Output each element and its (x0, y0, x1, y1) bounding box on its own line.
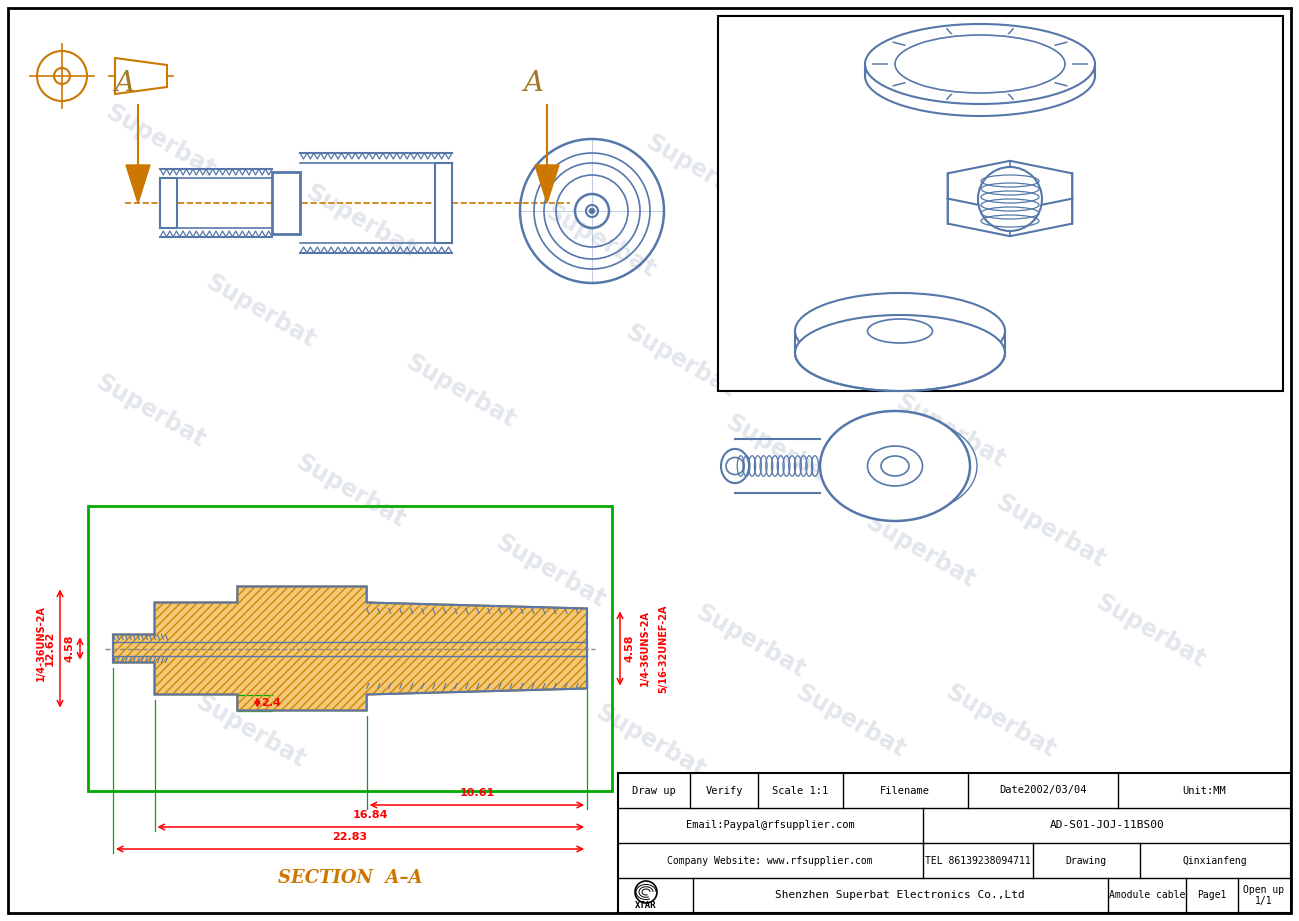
Text: Superbat: Superbat (691, 600, 809, 682)
Text: A: A (114, 70, 134, 97)
Ellipse shape (868, 319, 933, 343)
Text: XTAR: XTAR (635, 901, 657, 910)
Polygon shape (126, 165, 149, 203)
Ellipse shape (865, 24, 1095, 104)
Text: Superbat: Superbat (201, 270, 320, 352)
Ellipse shape (833, 415, 973, 517)
Bar (160, 178, 177, 228)
Text: Superbat: Superbat (91, 370, 209, 452)
Text: Unit:MM: Unit:MM (1182, 786, 1226, 796)
Circle shape (978, 167, 1042, 231)
Text: Superbat: Superbat (391, 610, 509, 692)
Text: Scale 1:1: Scale 1:1 (772, 786, 829, 796)
Text: 4.58: 4.58 (625, 635, 635, 662)
Ellipse shape (795, 315, 1005, 391)
Text: Superbat: Superbat (721, 410, 839, 492)
Text: Superbat: Superbat (591, 700, 709, 782)
Text: Superbat: Superbat (491, 530, 609, 612)
Text: TEL 86139238094711: TEL 86139238094711 (925, 856, 1031, 866)
Text: Amodule cable: Amodule cable (1109, 891, 1185, 901)
Ellipse shape (795, 293, 1005, 369)
Text: Superbat: Superbat (640, 130, 759, 212)
Text: 16.84: 16.84 (353, 810, 388, 820)
Text: Verify: Verify (705, 786, 743, 796)
Text: Superbat: Superbat (101, 99, 220, 182)
Text: 5/16-32UNEF-2A: 5/16-32UNEF-2A (659, 604, 668, 693)
Text: Open up
1/1: Open up 1/1 (1243, 885, 1285, 906)
Text: A: A (523, 70, 543, 97)
Text: Shenzhen Superbat Electronics Co.,Ltd: Shenzhen Superbat Electronics Co.,Ltd (776, 891, 1025, 901)
Text: 2.4: 2.4 (261, 697, 282, 707)
Text: Superbat: Superbat (621, 320, 739, 402)
Ellipse shape (850, 420, 977, 512)
Text: Superbat: Superbat (791, 680, 909, 762)
Bar (718, 16, 1283, 391)
Text: AD-S01-JOJ-11BS00: AD-S01-JOJ-11BS00 (1050, 821, 1164, 831)
Text: 12.62: 12.62 (45, 631, 55, 666)
Bar (618, 773, 1291, 913)
Text: Draw up: Draw up (633, 786, 675, 796)
Text: Page1: Page1 (1198, 891, 1226, 901)
Text: Superbat: Superbat (861, 510, 979, 592)
Text: Date2002/03/04: Date2002/03/04 (999, 786, 1087, 796)
Text: Superbat: Superbat (940, 200, 1059, 282)
Bar (88, 506, 612, 791)
Ellipse shape (881, 456, 909, 476)
Polygon shape (948, 161, 1073, 211)
Text: Superbat: Superbat (1091, 590, 1209, 672)
Text: Superbat: Superbat (991, 490, 1109, 572)
Polygon shape (535, 165, 559, 203)
Text: Qinxianfeng: Qinxianfeng (1182, 856, 1247, 866)
Ellipse shape (865, 36, 1095, 116)
Text: 10.61: 10.61 (460, 788, 495, 798)
Text: Superbat: Superbat (191, 690, 309, 772)
Polygon shape (948, 186, 1073, 236)
Text: Superbat: Superbat (761, 230, 879, 312)
Ellipse shape (868, 446, 922, 486)
Ellipse shape (726, 458, 744, 474)
Text: 1/4-36UNS-2A: 1/4-36UNS-2A (640, 611, 650, 686)
Text: Filename: Filename (879, 786, 930, 796)
Bar (271, 172, 300, 234)
Text: 22.83: 22.83 (333, 832, 368, 842)
Text: 4.58: 4.58 (65, 635, 75, 662)
Bar (435, 163, 452, 243)
Text: Company Website: www.rfsupplier.com: Company Website: www.rfsupplier.com (668, 856, 873, 866)
Text: Email:Paypal@rfsupplier.com: Email:Paypal@rfsupplier.com (686, 821, 855, 831)
Text: Superbat: Superbat (540, 200, 659, 282)
Circle shape (590, 208, 595, 214)
Ellipse shape (895, 35, 1065, 93)
Text: Superbat: Superbat (291, 450, 409, 532)
Text: Superbat: Superbat (891, 390, 1009, 472)
Text: Superbat: Superbat (401, 350, 520, 432)
Text: Drawing: Drawing (1065, 856, 1107, 866)
Text: Superbat: Superbat (940, 680, 1059, 762)
Text: 1/4-36UNS-2A: 1/4-36UNS-2A (36, 606, 45, 682)
Text: Superbat: Superbat (1040, 300, 1159, 382)
Text: SECTION  A–A: SECTION A–A (278, 869, 422, 887)
Text: Superbat: Superbat (301, 180, 420, 262)
Ellipse shape (721, 449, 750, 484)
Ellipse shape (820, 411, 970, 521)
Polygon shape (113, 587, 587, 710)
